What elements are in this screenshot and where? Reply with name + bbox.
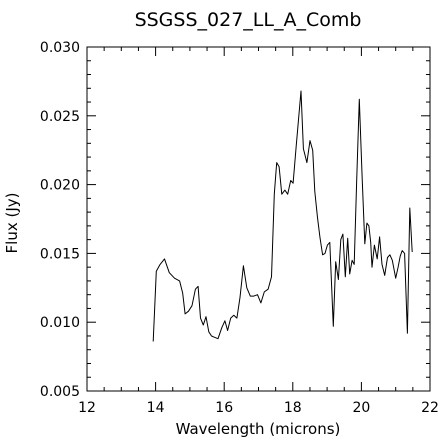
plot-frame <box>86 46 431 392</box>
x-tick-label: 22 <box>421 400 439 416</box>
axis-ticks <box>86 46 431 392</box>
x-tick-label: 14 <box>147 400 165 416</box>
y-tick-label: 0.005 <box>40 384 80 400</box>
x-tick-label: 20 <box>352 400 370 416</box>
y-tick-label: 0.010 <box>40 315 80 331</box>
x-axis-label: Wavelength (microns) <box>176 420 341 438</box>
y-axis-label: Flux (Jy) <box>3 193 21 254</box>
y-tick-label: 0.020 <box>40 178 80 194</box>
x-tick-label: 16 <box>215 400 233 416</box>
x-tick-label: 18 <box>284 400 302 416</box>
x-tick-label: 12 <box>78 400 96 416</box>
y-tick-label: 0.025 <box>40 109 80 125</box>
axis-tick-labels: 12 14 16 18 20 22 0.005 0.010 0.015 0.020 0.025 0.0… <box>40 40 439 416</box>
flux-series-line <box>152 90 413 342</box>
y-tick-label: 0.015 <box>40 246 80 262</box>
chart-title: SSGSS_027_LL_A_Comb <box>135 9 362 31</box>
y-tick-label: 0.030 <box>40 40 80 56</box>
